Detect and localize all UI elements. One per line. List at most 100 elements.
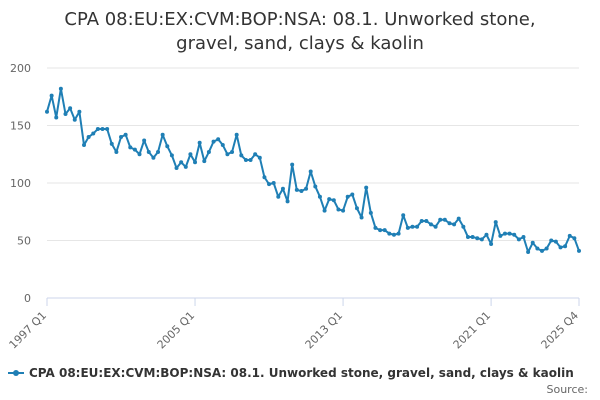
data-point (502, 231, 507, 236)
legend-swatch (8, 367, 24, 379)
data-point (132, 147, 137, 152)
data-point (521, 235, 526, 240)
data-point (567, 233, 572, 238)
data-point (512, 232, 517, 237)
data-point (114, 149, 119, 154)
y-tick-label-100: 100 (10, 177, 31, 190)
x-tick-label-2005-q1: 2005 Q1 (155, 309, 198, 352)
data-point (327, 197, 332, 202)
data-point (368, 210, 373, 215)
series-layer (45, 86, 581, 254)
data-point (188, 152, 193, 157)
data-point (58, 86, 63, 91)
data-point (507, 231, 512, 236)
y-tick-label-200: 200 (10, 62, 31, 75)
data-point (267, 182, 272, 187)
data-point (253, 152, 258, 157)
data-point (345, 194, 350, 199)
data-point (479, 237, 484, 242)
data-point (373, 225, 378, 230)
data-point (290, 162, 295, 167)
data-point (285, 199, 290, 204)
data-point (225, 152, 230, 157)
data-point (419, 218, 424, 223)
data-point (516, 237, 521, 242)
legend-swatch-marker (13, 370, 19, 376)
data-point (336, 207, 341, 212)
y-tick-label-0: 0 (24, 292, 31, 305)
data-point (465, 235, 470, 240)
data-point (146, 149, 151, 154)
data-point (156, 149, 161, 154)
y-tick-label-50: 50 (17, 235, 31, 248)
data-point (322, 208, 327, 213)
data-point (526, 250, 531, 254)
data-point (216, 137, 221, 142)
data-point (105, 126, 110, 131)
data-point (257, 155, 262, 160)
data-point (68, 106, 73, 111)
legend-item-label: CPA 08:EU:EX:CVM:BOP:NSA: 08.1. Unworked… (29, 366, 574, 380)
data-point (313, 184, 318, 189)
data-point (391, 232, 396, 237)
data-point (248, 158, 253, 162)
data-point (461, 224, 466, 229)
x-tick-label-2025-q4: 2025 Q4 (539, 309, 582, 352)
data-point (484, 232, 489, 237)
data-point (331, 198, 336, 203)
data-point (142, 138, 147, 143)
data-point (549, 238, 554, 243)
data-point (86, 135, 91, 139)
source-label: Source: (546, 383, 589, 396)
data-point (452, 222, 457, 227)
data-point (438, 217, 443, 222)
data-point (45, 109, 49, 114)
data-point (378, 228, 383, 233)
data-point (179, 160, 184, 165)
data-point (95, 126, 100, 131)
chart-title: CPA 08:EU:EX:CVM:BOP:NSA: 08.1. Unworked… (0, 8, 600, 56)
chart-title-line-1: CPA 08:EU:EX:CVM:BOP:NSA: 08.1. Unworked… (64, 9, 536, 30)
data-point (382, 228, 387, 233)
data-point (100, 126, 105, 131)
data-point (424, 218, 429, 223)
x-tick-label-2021-q1: 2021 Q1 (451, 309, 494, 352)
data-point (193, 160, 198, 165)
data-point (202, 159, 207, 164)
data-point (137, 152, 142, 157)
x-axis-ticks: 1997 Q1 2005 Q1 2013 Q1 2021 Q1 2025 Q4 (7, 298, 582, 352)
data-point (563, 244, 568, 249)
data-point (354, 206, 359, 211)
x-tick-label-1997-q1: 1997 Q1 (7, 309, 50, 352)
data-point (544, 246, 549, 251)
data-point (433, 224, 438, 229)
data-point (396, 231, 401, 236)
data-point (498, 233, 503, 238)
data-point (280, 186, 285, 191)
data-point (82, 143, 87, 148)
data-point (350, 192, 355, 197)
data-point (128, 145, 133, 150)
data-point (364, 185, 369, 190)
data-point (165, 144, 170, 149)
data-point (239, 153, 244, 158)
y-axis-ticks: 0 50 100 150 200 (10, 62, 31, 305)
data-point (72, 117, 77, 122)
grid-lines (47, 67, 579, 241)
data-point (160, 132, 165, 137)
data-point (304, 186, 309, 191)
series-line (46, 87, 580, 253)
data-point (271, 181, 276, 185)
data-point (470, 235, 475, 240)
legend[interactable]: CPA 08:EU:EX:CVM:BOP:NSA: 08.1. Unworked… (8, 366, 574, 380)
data-point (174, 166, 179, 171)
data-point (262, 175, 267, 180)
data-point (294, 187, 299, 192)
data-point (558, 245, 563, 250)
data-point (54, 115, 59, 120)
data-point (308, 169, 313, 174)
data-point (243, 158, 248, 162)
data-point (577, 248, 581, 253)
data-point (151, 155, 156, 160)
data-point (475, 236, 480, 241)
